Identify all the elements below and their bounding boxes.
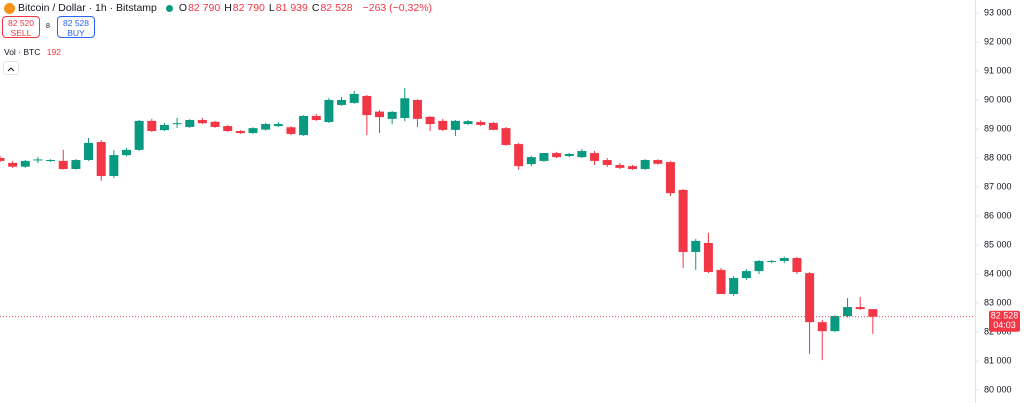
candle-body [729, 278, 739, 295]
y-tick-label: 84 000 [984, 268, 1012, 278]
candle-body [210, 121, 220, 127]
price-tag-label: 82 528 [991, 311, 1019, 321]
candle-body [754, 260, 764, 272]
candle-body [71, 160, 81, 170]
candle-body [400, 98, 410, 118]
candle-body [577, 151, 587, 158]
candle-body [299, 115, 309, 136]
candle-body [109, 155, 119, 176]
candle-body [678, 189, 688, 252]
y-tick-label: 90 000 [984, 94, 1012, 104]
buy-button[interactable]: 82 528 BUY [57, 16, 95, 38]
candle-body [741, 271, 751, 279]
candle-body [412, 100, 422, 119]
candle-body [501, 128, 511, 145]
y-tick-label: 83 000 [984, 297, 1012, 307]
candle-body [235, 131, 245, 134]
price-countdown: 04:03 [993, 320, 1016, 330]
candle-body [185, 120, 195, 127]
candle-body [324, 100, 334, 123]
candle-body [628, 166, 637, 170]
candle-body [425, 116, 435, 125]
candle-body [311, 115, 321, 121]
candle-body [20, 160, 30, 167]
y-tick-label: 92 000 [984, 36, 1012, 46]
candle-body [767, 260, 777, 262]
candle-body [248, 128, 258, 134]
candle-body [830, 316, 840, 332]
candle-body [476, 122, 486, 125]
candle-body [223, 126, 233, 132]
candle-body [8, 162, 18, 167]
candle-body [261, 124, 271, 130]
y-tick-label: 89 000 [984, 123, 1012, 133]
price-tag [989, 310, 1020, 332]
candle-body [564, 153, 574, 156]
y-tick-label: 85 000 [984, 239, 1012, 249]
collapse-icon [7, 67, 15, 72]
candle-body [375, 111, 384, 118]
candle-body [514, 144, 524, 167]
candle-body [172, 123, 182, 125]
candle-body [526, 157, 536, 165]
candle-body [691, 240, 701, 252]
sell-button[interactable]: 82 520 SELL [2, 16, 40, 38]
candle-body [84, 142, 94, 161]
candle-body [96, 142, 106, 176]
candle-body [855, 307, 865, 310]
y-tick-label: 91 000 [984, 65, 1012, 75]
candle-body [665, 162, 675, 194]
candle-body [438, 120, 448, 130]
y-tick-label: 93 000 [984, 7, 1012, 17]
candle-body [159, 124, 169, 131]
candle-body [0, 158, 5, 161]
candle-body [58, 160, 68, 170]
candle-body [779, 258, 789, 261]
candle-body [337, 100, 347, 105]
candle-body [197, 120, 207, 124]
candle-body [273, 124, 283, 127]
y-tick-label: 87 000 [984, 181, 1012, 191]
candle-body [640, 160, 650, 170]
y-tick-label: 80 000 [984, 384, 1012, 394]
candle-body [552, 153, 562, 158]
y-tick-label: 88 000 [984, 152, 1012, 162]
candle-body [868, 309, 878, 317]
candle-body [33, 159, 43, 161]
candle-body [843, 307, 853, 317]
candle-body [147, 120, 157, 132]
candle-body [539, 153, 549, 161]
candle-body [362, 95, 372, 116]
y-tick-label: 81 000 [984, 355, 1012, 365]
y-tick-label: 86 000 [984, 210, 1012, 220]
candle-body [488, 122, 498, 130]
candle-body [349, 93, 359, 103]
buy-label: BUY [67, 28, 85, 38]
sell-price: 82 520 [8, 18, 34, 28]
candle-body [805, 273, 815, 323]
collapse-button[interactable] [3, 61, 19, 75]
candle-body [817, 322, 827, 332]
candle-body [792, 258, 802, 272]
candle-body [134, 120, 144, 150]
candle-body [602, 160, 612, 165]
candle-body [716, 269, 726, 295]
candle-body [463, 121, 473, 125]
candle-body [653, 160, 663, 164]
candle-body [615, 164, 625, 168]
candle-body [46, 160, 56, 162]
buy-price: 82 528 [63, 18, 89, 28]
candle-body [286, 127, 296, 134]
candle-body [590, 153, 600, 161]
candle-body [703, 242, 713, 272]
candle-body [387, 111, 397, 119]
candle-body [122, 149, 131, 156]
candle-body [450, 120, 460, 130]
sell-label: SELL [10, 28, 32, 38]
